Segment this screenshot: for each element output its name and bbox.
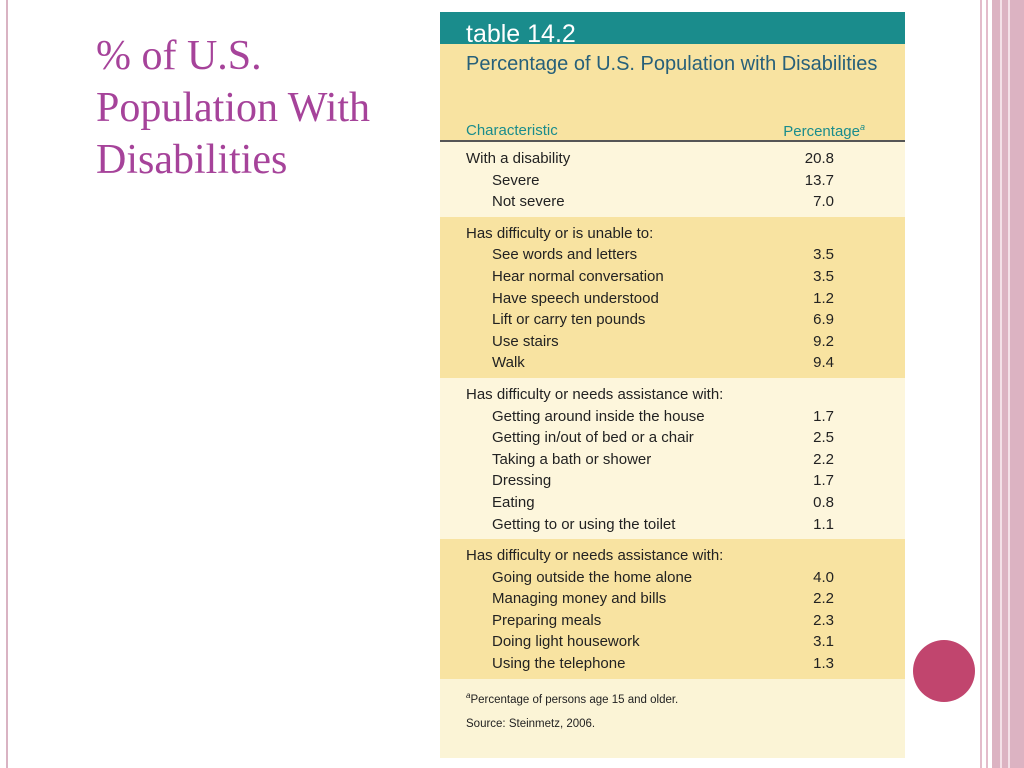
row-label: Has difficulty or needs assistance with:	[466, 547, 724, 565]
row-value: 2.3	[813, 611, 834, 629]
slide-title: % of U.S. Population With Disabilities	[96, 33, 371, 183]
table-row: Managing money and bills 2.2	[440, 588, 905, 610]
table-row: Getting in/out of bed or a chair 2.5	[440, 427, 905, 449]
row-value: 3.5	[813, 267, 834, 285]
row-value: 20.8	[804, 150, 834, 167]
table-row: Taking a bath or shower 2.2	[440, 449, 905, 471]
row-value: 13.7	[804, 171, 834, 189]
row-label: Lift or carry ten pounds	[492, 311, 646, 329]
row-value: 6.9	[813, 311, 834, 329]
table-group: Has difficulty or needs assistance with:…	[440, 377, 905, 540]
row-value: 1.1	[813, 515, 834, 533]
table-row: See words and letters 3.5	[440, 244, 905, 266]
row-label: Eating	[492, 493, 535, 511]
row-label: Have speech understood	[492, 289, 659, 307]
table-caption: Percentage of U.S. Population with Disab…	[440, 44, 905, 140]
row-value: 3.1	[813, 633, 834, 651]
table-row: Severe 13.7	[440, 170, 905, 192]
row-label: Managing money and bills	[492, 590, 667, 608]
table-row: Getting around inside the house 1.7	[440, 406, 905, 428]
table-row: Going outside the home alone 4.0	[440, 567, 905, 589]
row-value: 2.5	[813, 429, 834, 447]
row-value: 4.0	[813, 568, 834, 586]
row-value: 3.5	[813, 246, 834, 264]
table-group: Has difficulty or needs assistance with:…	[440, 539, 905, 679]
row-value: 9.4	[813, 354, 834, 372]
right-stripe	[1000, 0, 1002, 768]
row-value: 2.2	[813, 450, 834, 468]
header-rule	[440, 140, 905, 142]
footnote-marker: a	[859, 122, 865, 132]
table-row: Walk 9.4	[440, 352, 905, 374]
table-title: Percentage of U.S. Population with Disab…	[466, 53, 878, 75]
table-row: Not severe 7.0	[440, 191, 905, 213]
row-value: 0.8	[813, 493, 834, 511]
row-label: See words and letters	[492, 246, 638, 264]
column-header-percentage: Percentagea	[783, 122, 865, 140]
footnote: aPercentage of persons age 15 and older.	[466, 690, 679, 706]
table-row: Using the telephone 1.3	[440, 653, 905, 675]
row-label: Dressing	[492, 472, 552, 490]
table-label: table 14.2	[440, 12, 905, 44]
decorative-dot	[913, 640, 975, 702]
row-label: Preparing meals	[492, 611, 602, 629]
row-label: Not severe	[492, 193, 565, 211]
table-group: Has difficulty or is unable to: See words…	[440, 216, 905, 378]
row-label: Has difficulty or needs assistance with:	[466, 385, 724, 403]
right-stripe	[980, 0, 982, 768]
table-row: Preparing meals 2.3	[440, 610, 905, 632]
row-label: Severe	[492, 171, 540, 189]
right-stripe	[986, 0, 988, 768]
left-frame-line	[6, 0, 8, 768]
column-header-characteristic: Characteristic	[466, 122, 558, 139]
row-value: 1.2	[813, 289, 834, 307]
table-row: Hear normal conversation 3.5	[440, 266, 905, 288]
table-row: Have speech understood 1.2	[440, 288, 905, 310]
table-row-heading: Has difficulty or needs assistance with:	[440, 545, 905, 567]
row-label: Has difficulty or is unable to:	[466, 224, 654, 242]
row-label: Getting in/out of bed or a chair	[492, 429, 694, 447]
row-value: 7.0	[813, 193, 834, 211]
table-row: Getting to or using the toilet 1.1	[440, 514, 905, 536]
row-value: 1.7	[813, 472, 834, 490]
row-label: Doing light housework	[492, 633, 640, 651]
row-label: Use stairs	[492, 332, 559, 350]
table-footer: aPercentage of persons age 15 and older.…	[440, 679, 905, 753]
source-note: Source: Steinmetz, 2006.	[466, 718, 596, 731]
table-figure: table 14.2 Percentage of U.S. Population…	[440, 12, 905, 758]
row-label: Taking a bath or shower	[492, 450, 652, 468]
row-label: Hear normal conversation	[492, 267, 664, 285]
row-value: 9.2	[813, 332, 834, 350]
row-value: 2.2	[813, 590, 834, 608]
table-body: With a disability 20.8 Severe 13.7 Not sever…	[440, 142, 905, 679]
table-row-heading: With a disability 20.8	[440, 148, 905, 170]
table-group: With a disability 20.8 Severe 13.7 Not sever…	[440, 142, 905, 217]
row-label: Using the telephone	[492, 655, 626, 673]
row-label: Getting to or using the toilet	[492, 515, 676, 533]
table-row: Eating 0.8	[440, 492, 905, 514]
row-label: With a disability	[466, 150, 571, 167]
row-value: 1.7	[813, 407, 834, 425]
table-row: Dressing 1.7	[440, 470, 905, 492]
column-headers: Characteristic Percentagea	[466, 122, 905, 140]
row-value: 1.3	[813, 655, 834, 673]
table-row: Doing light housework 3.1	[440, 631, 905, 653]
table-row-heading: Has difficulty or needs assistance with:	[440, 384, 905, 406]
row-label: Walk	[492, 354, 525, 372]
table-row: Lift or carry ten pounds 6.9	[440, 309, 905, 331]
right-stripe	[1008, 0, 1010, 768]
table-row: Use stairs 9.2	[440, 331, 905, 353]
row-label: Going outside the home alone	[492, 568, 693, 586]
row-label: Getting around inside the house	[492, 407, 705, 425]
table-row-heading: Has difficulty or is unable to:	[440, 223, 905, 245]
